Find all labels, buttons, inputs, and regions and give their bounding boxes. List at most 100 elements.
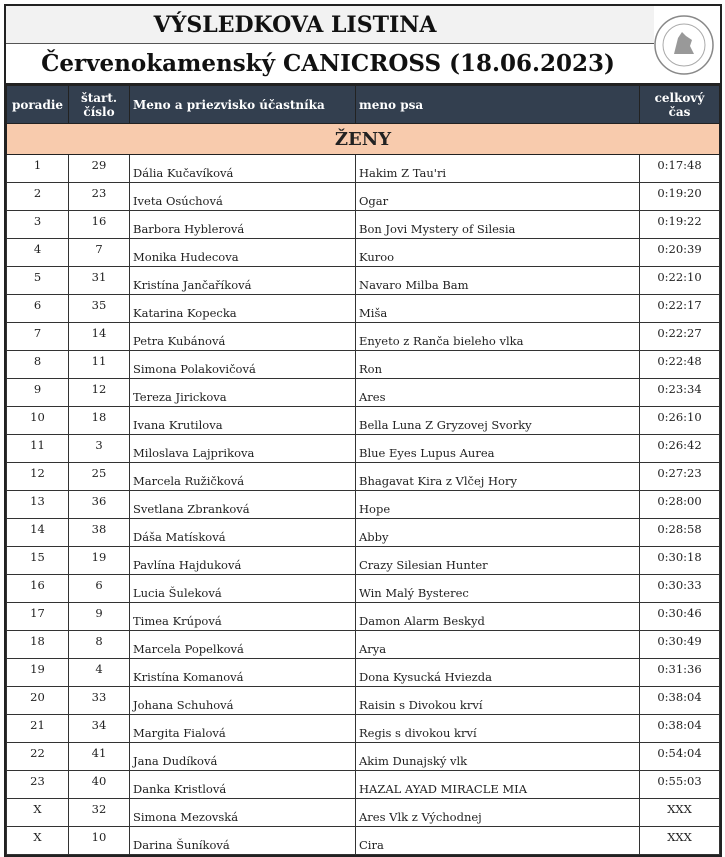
dog-cell: Crazy Silesian Hunter bbox=[355, 546, 640, 575]
table-row: 18 8 Marcela Popelková Arya 0:30:49 bbox=[6, 630, 720, 659]
start-number-cell: 10 bbox=[68, 826, 130, 855]
club-logo bbox=[654, 15, 714, 75]
start-number-cell: 14 bbox=[68, 322, 130, 351]
time-cell: 0:30:49 bbox=[639, 630, 720, 659]
participant-cell: Jana Dudíková bbox=[129, 742, 356, 771]
time-cell: 0:28:00 bbox=[639, 490, 720, 519]
rank-cell: 10 bbox=[6, 406, 69, 435]
participant-cell: Simona Polakovičová bbox=[129, 350, 356, 379]
start-number-cell: 8 bbox=[68, 630, 130, 659]
dog-cell: Enyeto z Ranča bieleho vlka bbox=[355, 322, 640, 351]
participant-cell: Ivana Krutilova bbox=[129, 406, 356, 435]
time-cell: 0:22:27 bbox=[639, 322, 720, 351]
table-row: 12 25 Marcela Ružičková Bhagavat Kira z Vlč… bbox=[6, 462, 720, 491]
start-number-cell: 38 bbox=[68, 518, 130, 547]
table-row: 21 34 Margita Fialová Regis s divokou krví 0… bbox=[6, 714, 720, 743]
table-row: 7 14 Petra Kubánová Enyeto z Ranča bieleho … bbox=[6, 322, 720, 351]
dog-cell: Damon Alarm Beskyd bbox=[355, 602, 640, 631]
start-number-cell: 3 bbox=[68, 434, 130, 463]
start-number-cell: 35 bbox=[68, 294, 130, 323]
time-cell: 0:19:22 bbox=[639, 210, 720, 239]
participant-cell: Marcela Ružičková bbox=[129, 462, 356, 491]
time-cell: 0:31:36 bbox=[639, 658, 720, 687]
col-dog: meno psa bbox=[355, 85, 640, 124]
participant-cell: Svetlana Zbranková bbox=[129, 490, 356, 519]
rank-cell: 21 bbox=[6, 714, 69, 743]
rank-cell: 12 bbox=[6, 462, 69, 491]
participant-cell: Danka Kristlová bbox=[129, 770, 356, 799]
dog-cell: Bella Luna Z Gryzovej Svorky bbox=[355, 406, 640, 435]
participant-cell: Katarina Kopecka bbox=[129, 294, 356, 323]
start-number-cell: 7 bbox=[68, 238, 130, 267]
time-cell: 0:23:34 bbox=[639, 378, 720, 407]
time-cell: 0:54:04 bbox=[639, 742, 720, 771]
rank-cell: 22 bbox=[6, 742, 69, 771]
table-row: 15 19 Pavlína Hajduková Crazy Silesian Hunt… bbox=[6, 546, 720, 575]
time-cell: 0:30:46 bbox=[639, 602, 720, 631]
time-cell: 0:26:10 bbox=[639, 406, 720, 435]
start-number-cell: 29 bbox=[68, 154, 130, 183]
rank-cell: 19 bbox=[6, 658, 69, 687]
rank-cell: 11 bbox=[6, 434, 69, 463]
table-row: 6 35 Katarina Kopecka Miša 0:22:17 bbox=[6, 294, 720, 323]
participant-cell: Margita Fialová bbox=[129, 714, 356, 743]
start-number-cell: 9 bbox=[68, 602, 130, 631]
rank-cell: 8 bbox=[6, 350, 69, 379]
rank-cell: X bbox=[6, 798, 69, 827]
rank-cell: 2 bbox=[6, 182, 69, 211]
start-number-cell: 33 bbox=[68, 686, 130, 715]
results-table: poradie štart. číslo Meno a priezvisko ú… bbox=[6, 85, 720, 855]
table-row: 8 11 Simona Polakovičová Ron 0:22:48 bbox=[6, 350, 720, 379]
table-row: 11 3 Miloslava Lajprikova Blue Eyes Lupus A… bbox=[6, 434, 720, 463]
participant-cell: Darina Šuníková bbox=[129, 826, 356, 855]
table-row: 2 23 Iveta Osúchová Ogar 0:19:20 bbox=[6, 182, 720, 211]
dog-cell: Dona Kysucká Hviezda bbox=[355, 658, 640, 687]
col-rank: poradie bbox=[6, 85, 69, 124]
dog-cell: Ron bbox=[355, 350, 640, 379]
dog-cell: HAZAL AYAD MIRACLE MIA bbox=[355, 770, 640, 799]
table-row: 17 9 Timea Krúpová Damon Alarm Beskyd 0:30:4… bbox=[6, 602, 720, 631]
time-cell: 0:55:03 bbox=[639, 770, 720, 799]
start-number-cell: 19 bbox=[68, 546, 130, 575]
start-number-cell: 4 bbox=[68, 658, 130, 687]
dog-cell: Kuroo bbox=[355, 238, 640, 267]
time-cell: 0:22:10 bbox=[639, 266, 720, 295]
start-number-cell: 40 bbox=[68, 770, 130, 799]
time-cell: 0:38:04 bbox=[639, 686, 720, 715]
start-number-cell: 6 bbox=[68, 574, 130, 603]
table-row: 13 36 Svetlana Zbranková Hope 0:28:00 bbox=[6, 490, 720, 519]
dog-cell: Arya bbox=[355, 630, 640, 659]
dog-cell: Cira bbox=[355, 826, 640, 855]
start-number-cell: 11 bbox=[68, 350, 130, 379]
participant-cell: Miloslava Lajprikova bbox=[129, 434, 356, 463]
section-row: ŽENY bbox=[6, 123, 720, 155]
participant-cell: Tereza Jirickova bbox=[129, 378, 356, 407]
time-cell: 0:17:48 bbox=[639, 154, 720, 183]
participant-cell: Iveta Osúchová bbox=[129, 182, 356, 211]
participant-cell: Marcela Popelková bbox=[129, 630, 356, 659]
time-cell: 0:38:04 bbox=[639, 714, 720, 743]
time-cell: 0:27:23 bbox=[639, 462, 720, 491]
rank-cell: 5 bbox=[6, 266, 69, 295]
time-cell: 0:26:42 bbox=[639, 434, 720, 463]
participant-cell: Kristína Jančaříková bbox=[129, 266, 356, 295]
event-subtitle: Červenokamenský CANICROSS (18.06.2023) bbox=[6, 44, 720, 85]
time-cell: XXX bbox=[639, 798, 720, 827]
results-sheet: VÝSLEDKOVA LISTINA Červenokamenský CANIC… bbox=[4, 4, 722, 857]
section-title: ŽENY bbox=[6, 123, 720, 155]
rank-cell: 13 bbox=[6, 490, 69, 519]
rank-cell: 15 bbox=[6, 546, 69, 575]
rank-cell: 3 bbox=[6, 210, 69, 239]
table-row: 23 40 Danka Kristlová HAZAL AYAD MIRACLE MI… bbox=[6, 770, 720, 799]
dog-cell: Miša bbox=[355, 294, 640, 323]
dog-cell: Ares bbox=[355, 378, 640, 407]
header-row: poradie štart. číslo Meno a priezvisko ú… bbox=[6, 85, 720, 124]
participant-cell: Monika Hudecova bbox=[129, 238, 356, 267]
time-cell: 0:28:58 bbox=[639, 518, 720, 547]
table-row: 5 31 Kristína Jančaříková Navaro Milba Bam 0… bbox=[6, 266, 720, 295]
participant-cell: Simona Mezovská bbox=[129, 798, 356, 827]
participant-cell: Barbora Hyblerová bbox=[129, 210, 356, 239]
time-cell: 0:22:17 bbox=[639, 294, 720, 323]
dog-cell: Hakim Z Tau'ri bbox=[355, 154, 640, 183]
time-cell: 0:30:18 bbox=[639, 546, 720, 575]
